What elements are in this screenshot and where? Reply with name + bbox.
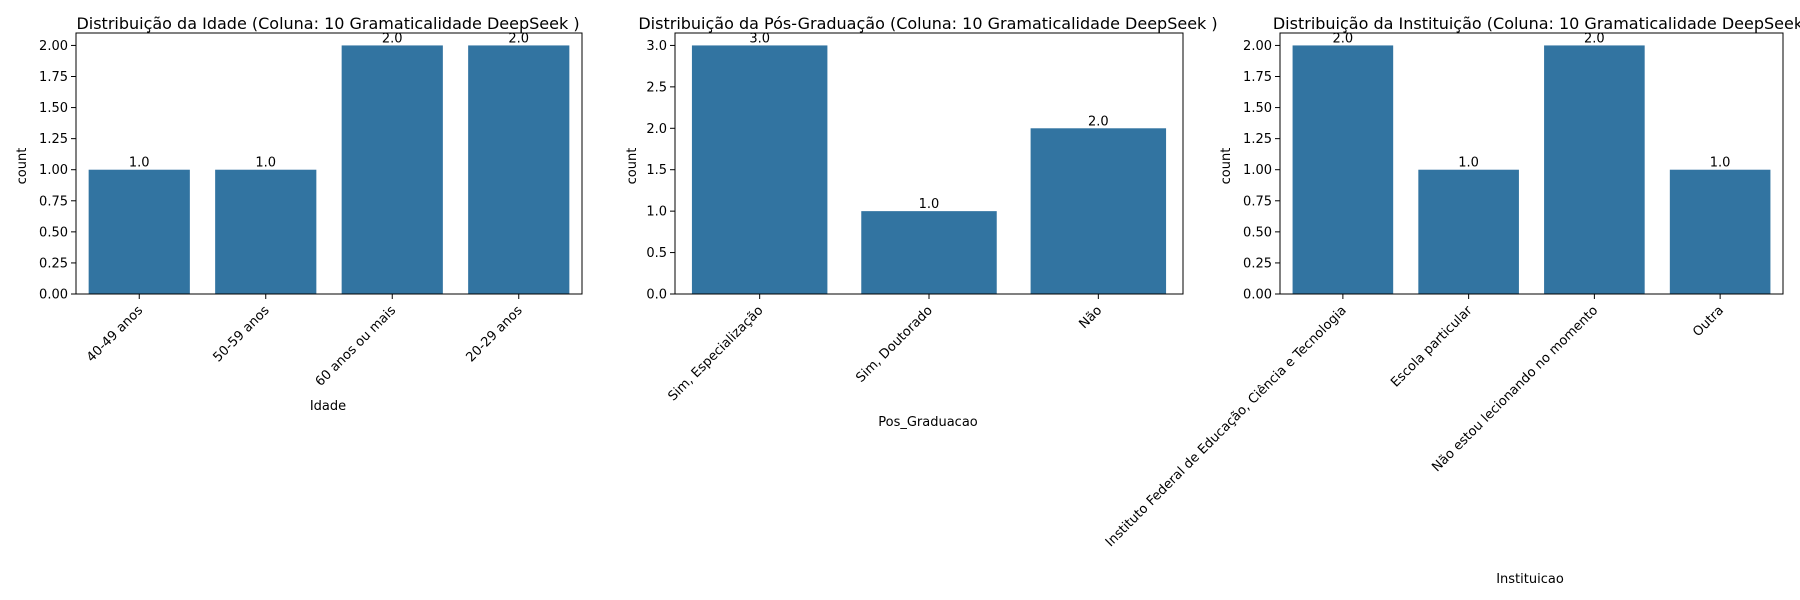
x-tick-label: 50-59 anos xyxy=(210,303,272,365)
data-label: 2.0 xyxy=(1584,31,1605,46)
data-label: 2.0 xyxy=(1088,114,1109,129)
y-tick-label: 0.50 xyxy=(39,225,68,240)
bar xyxy=(468,45,570,295)
plot-area: 3.0 Sim, Especialização 1.0 Sim, Doutorado 2… xyxy=(646,31,1184,404)
y-tick-label: 0.00 xyxy=(39,288,68,303)
y-tick-label: 0.5 xyxy=(646,246,667,261)
axes-frame xyxy=(75,32,583,295)
y-axis-label: count xyxy=(15,148,30,185)
y-tick-label: 1.25 xyxy=(39,132,68,147)
x-tick-label: 60 anos ou mais xyxy=(313,303,399,389)
y-tick-label: 2.00 xyxy=(39,39,68,54)
chart-panel-instituicao: Distribuição da Instituição (Coluna: 10 … xyxy=(1103,14,1800,587)
plot-area: 1.0 40-49 anos 1.0 50-59 anos 2.0 60 anos ou … xyxy=(39,31,583,390)
chart-panel-pos-graduacao: Distribuição da Pós-Graduação (Coluna: 1… xyxy=(625,14,1218,430)
plot-area: 2.0 Instituto Federal de Educação, Ciênci… xyxy=(1103,31,1784,550)
bar xyxy=(1292,45,1394,295)
data-label: 1.0 xyxy=(1710,156,1731,171)
y-tick-label: 1.5 xyxy=(646,163,667,178)
bar xyxy=(1544,45,1645,295)
x-tick-label: Outra xyxy=(1690,303,1727,340)
y-tick-label: 1.00 xyxy=(1243,163,1272,178)
bar xyxy=(215,169,317,294)
bar xyxy=(1418,169,1519,294)
y-tick-label: 1.0 xyxy=(646,205,667,220)
bar xyxy=(1669,169,1771,294)
data-label: 2.0 xyxy=(508,31,529,46)
y-tick-label: 3.0 xyxy=(646,39,667,54)
y-tick-label: 2.5 xyxy=(646,80,667,95)
y-tick-label: 1.25 xyxy=(1243,132,1272,147)
y-tick-label: 0.25 xyxy=(39,256,68,271)
y-tick-label: 0.0 xyxy=(646,288,667,303)
data-label: 1.0 xyxy=(1458,156,1479,171)
bar xyxy=(861,211,997,294)
bar xyxy=(341,45,443,295)
bar xyxy=(1030,128,1167,294)
axes-frame xyxy=(674,32,1184,295)
data-label: 2.0 xyxy=(1333,31,1354,46)
x-axis-label: Pos_Graduacao xyxy=(878,415,978,430)
chart-panel-idade: Distribuição da Idade (Coluna: 10 Gramat… xyxy=(15,14,583,414)
bar xyxy=(691,45,828,295)
y-tick-label: 0.50 xyxy=(1243,225,1272,240)
y-tick-label: 1.00 xyxy=(39,163,68,178)
data-label: 1.0 xyxy=(919,197,940,212)
x-axis-label: Idade xyxy=(310,399,346,414)
y-tick-label: 1.75 xyxy=(1243,70,1272,85)
chart-title: Distribuição da Pós-Graduação (Coluna: 1… xyxy=(638,14,1217,33)
x-tick-label: 40-49 anos xyxy=(84,303,146,365)
y-tick-label: 0.25 xyxy=(1243,256,1272,271)
data-label: 1.0 xyxy=(129,156,150,171)
y-axis-label: count xyxy=(1219,148,1234,185)
x-tick-label: 20-29 anos xyxy=(463,303,525,365)
y-tick-label: 2.0 xyxy=(646,122,667,137)
data-label: 1.0 xyxy=(255,156,276,171)
y-tick-label: 1.75 xyxy=(39,70,68,85)
x-tick-label: Não xyxy=(1076,303,1105,332)
y-tick-label: 0.00 xyxy=(1243,288,1272,303)
chart-title: Distribuição da Instituição (Coluna: 10 … xyxy=(1273,14,1800,33)
x-tick-label: Sim, Especialização xyxy=(665,303,766,404)
data-label: 3.0 xyxy=(749,31,770,46)
bar xyxy=(88,169,190,294)
x-tick-label: Sim, Doutorado xyxy=(853,303,935,385)
x-axis-label: Instituicao xyxy=(1496,572,1564,587)
data-label: 2.0 xyxy=(382,31,403,46)
chart-title: Distribuição da Idade (Coluna: 10 Gramat… xyxy=(76,14,579,33)
axes-frame xyxy=(1279,32,1784,295)
y-tick-label: 2.00 xyxy=(1243,39,1272,54)
y-tick-label: 0.75 xyxy=(1243,194,1272,209)
y-tick-label: 0.75 xyxy=(39,194,68,209)
x-tick-label: Escola particular xyxy=(1388,303,1476,391)
y-tick-label: 1.50 xyxy=(1243,101,1272,116)
y-tick-label: 1.50 xyxy=(39,101,68,116)
y-axis-label: count xyxy=(625,148,640,185)
x-tick-label: Instituto Federal de Educação, Ciência e… xyxy=(1103,303,1350,550)
